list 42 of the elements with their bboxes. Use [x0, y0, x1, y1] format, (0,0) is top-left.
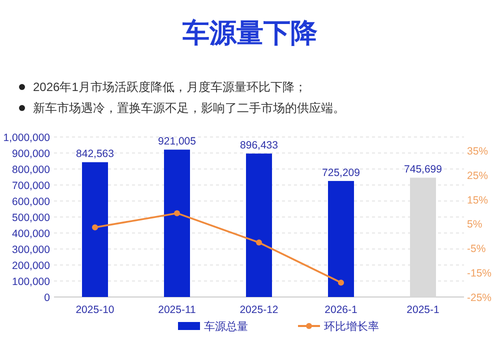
y-tick-label: 300,000 — [12, 244, 50, 256]
y-tick-label: 400,000 — [12, 228, 50, 240]
bar — [164, 150, 190, 297]
bar — [246, 154, 272, 297]
bar — [328, 180, 354, 297]
point — [338, 280, 344, 286]
y2-tick-label: -5% — [467, 243, 486, 256]
text: 2026年1月市场活跃度降低，月度车源量环比下降； — [33, 80, 306, 94]
point — [174, 210, 180, 216]
y-tick-label: 200,000 — [12, 260, 50, 272]
text: 新车市场遇冷，置换车源不足，影响了二手市场的供应端。 — [33, 101, 345, 115]
y-tick-label: 1,000,000 — [3, 132, 50, 144]
data-label: 921,005 — [158, 136, 196, 148]
point — [256, 240, 262, 246]
y-tick-label: 900,000 — [12, 148, 50, 160]
y-tick-label: 600,000 — [12, 196, 50, 208]
y-tick-label: 700,000 — [12, 180, 50, 192]
y2-tick-label: 15% — [467, 194, 488, 206]
chart-title: 车源量下降 — [182, 18, 318, 48]
y-tick-label: 100,000 — [12, 276, 50, 288]
legend-label: 车源总量 — [204, 320, 248, 333]
data-label: 896,433 — [240, 140, 278, 152]
x-tick-label: 2025-11 — [158, 304, 196, 316]
data-label: 842,563 — [76, 148, 114, 160]
data-label: 745,699 — [404, 164, 442, 176]
y2-tick-label: 5% — [467, 218, 482, 231]
legend-label: 环比增长率 — [324, 320, 379, 333]
x-tick-label: 2026-1 — [324, 304, 358, 316]
point — [92, 224, 98, 230]
x-tick-label: 2025-10 — [76, 304, 114, 316]
y2-tick-label: -25% — [467, 292, 492, 304]
y-tick-label: 500,000 — [12, 212, 50, 224]
x-tick-label: 2025-1 — [406, 304, 440, 316]
y-tick-label: 0 — [44, 292, 50, 304]
y-tick-label: 800,000 — [12, 164, 50, 176]
y2-tick-label: 35% — [467, 145, 488, 158]
y2-tick-label: 25% — [467, 170, 488, 182]
data-label: 725,209 — [322, 166, 360, 179]
x-tick-label: 2025-12 — [240, 304, 278, 316]
bar — [82, 162, 108, 297]
bar — [410, 178, 436, 297]
y2-tick-label: -15% — [467, 268, 492, 280]
